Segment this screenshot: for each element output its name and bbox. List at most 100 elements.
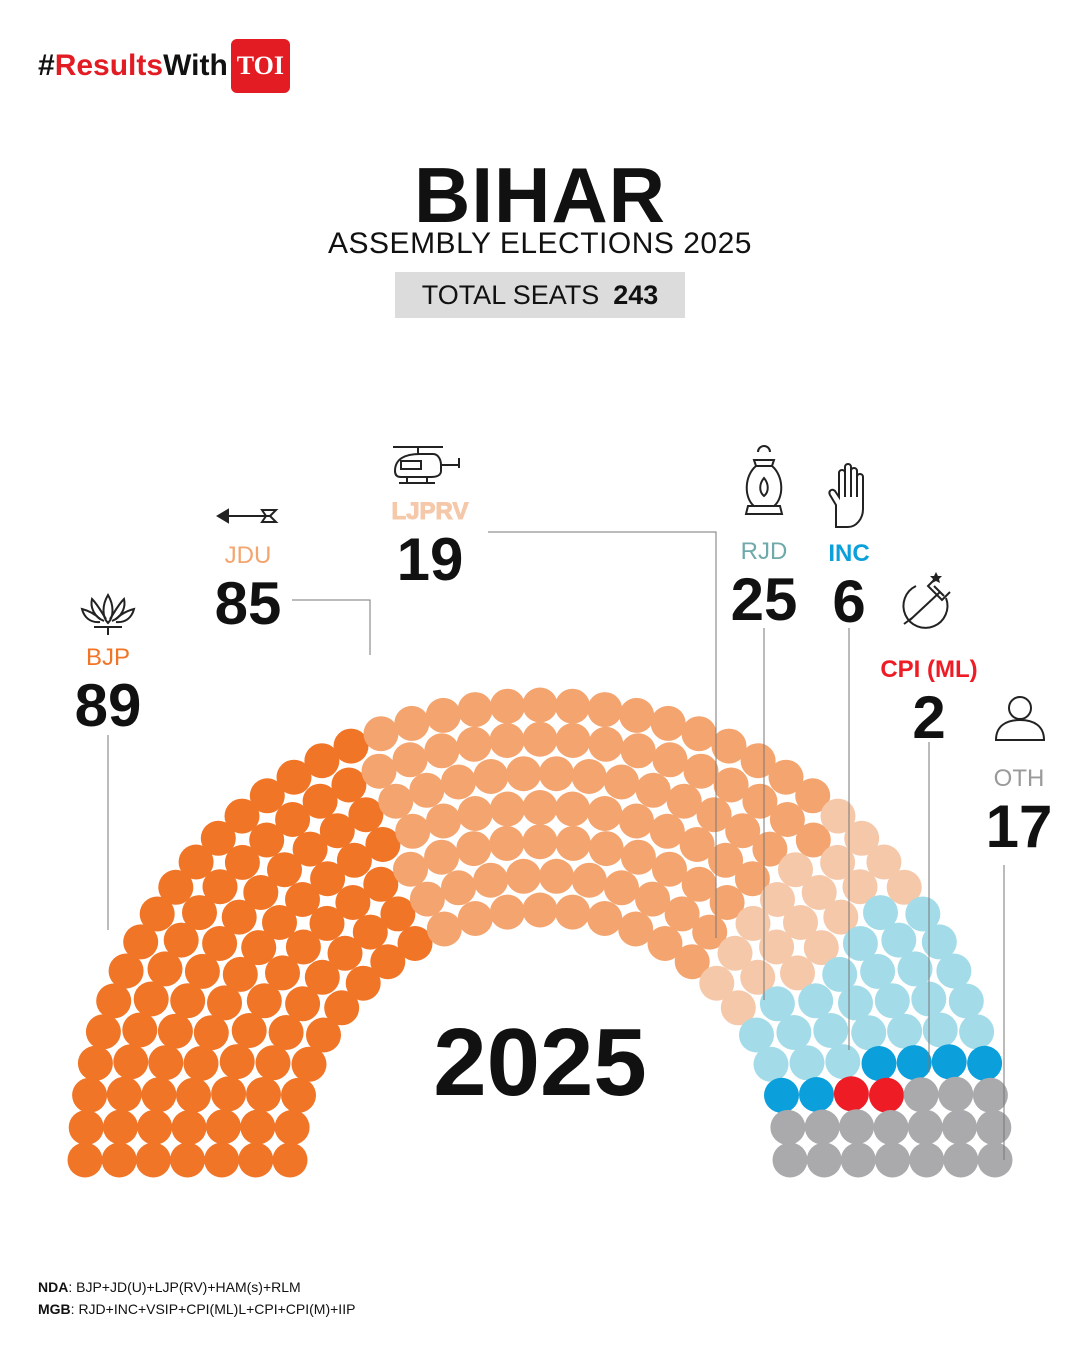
seat-bjp <box>304 743 340 779</box>
seat-oth <box>840 1142 876 1178</box>
leader-lines <box>107 531 1005 1160</box>
party-seats-jdu: 85 <box>214 570 282 637</box>
seat-bjp <box>200 820 236 856</box>
seat-jdu <box>571 862 607 898</box>
seat-jdu <box>473 862 509 898</box>
seat-jdu <box>490 791 525 827</box>
seat-oth <box>772 1142 808 1178</box>
seat-jdu <box>489 723 525 758</box>
seat-bjp <box>178 844 214 880</box>
seat-bjp <box>147 951 183 987</box>
seat-rjd <box>789 1045 825 1081</box>
seat-rjd <box>921 924 957 960</box>
seat-ljprv <box>740 959 776 995</box>
party-seats-oth: 17 <box>985 793 1053 860</box>
seat-bjp <box>163 922 199 958</box>
legend-nda: NDA: BJP+JD(U)+LJP(RV)+HAM(s)+RLM <box>38 1278 301 1296</box>
seat-jdu <box>604 764 639 800</box>
seat-bjp <box>327 935 363 971</box>
seat-inc <box>861 1046 897 1081</box>
seat-oth <box>806 1142 842 1178</box>
seat-bjp <box>171 1110 207 1145</box>
seat-jdu <box>681 716 717 752</box>
seat-rjd <box>959 1014 995 1050</box>
seat-bjp <box>224 798 260 834</box>
seat-oth <box>977 1142 1013 1178</box>
seat-oth <box>938 1076 974 1112</box>
party-label-inc: INC <box>828 540 870 567</box>
seat-jdu <box>769 802 805 837</box>
seat-bjp <box>310 861 346 897</box>
seat-ljprv <box>783 905 818 940</box>
seat-bjp <box>221 899 257 935</box>
seat-bjp <box>68 1110 104 1145</box>
seat-jdu <box>457 692 493 728</box>
seat-bjp <box>274 1109 310 1145</box>
seat-bjp <box>96 983 132 1019</box>
seat-inc <box>967 1045 1003 1081</box>
seat-bjp <box>249 822 285 858</box>
seat-ljprv <box>778 852 813 888</box>
seat-ljprv <box>803 930 839 966</box>
seat-bjp <box>285 929 321 965</box>
seat-jdu <box>587 692 623 728</box>
seat-ljprv <box>820 798 856 834</box>
results-with-toi-logo: # Results With TOI <box>38 38 290 94</box>
seat-bjp <box>363 866 399 902</box>
seat-jdu <box>725 813 761 849</box>
seat-bjp <box>219 1044 255 1080</box>
seat-cpiml <box>869 1077 904 1113</box>
with-text: With <box>163 49 228 82</box>
party-label-rjd: RJD <box>740 538 788 565</box>
seat-bjp <box>170 1142 205 1178</box>
seat-bjp <box>113 1044 149 1080</box>
seat-bjp <box>85 1014 121 1050</box>
seat-bjp <box>211 1076 247 1112</box>
seat-jdu <box>635 772 671 808</box>
helicopter-icon <box>393 446 460 484</box>
seat-bjp <box>336 842 372 878</box>
seat-bjp <box>243 875 279 910</box>
seat-bjp <box>224 844 260 880</box>
seat-bjp <box>240 1109 276 1145</box>
seat-jdu <box>604 870 639 906</box>
seat-jdu <box>555 791 590 827</box>
seat-bjp <box>348 797 384 833</box>
seat-dots <box>67 687 1013 1178</box>
seat-rjd <box>739 1017 774 1053</box>
seat-bjp <box>365 827 401 862</box>
seat-bjp <box>137 1109 173 1145</box>
seat-rjd <box>948 983 984 1019</box>
seat-bjp <box>158 869 194 905</box>
seat-jdu <box>555 688 590 724</box>
seat-jdu <box>708 842 744 878</box>
legend-nda-label: NDA <box>38 1279 69 1295</box>
seat-ljprv <box>866 844 902 880</box>
seat-ljprv <box>759 929 795 965</box>
seat-ljprv <box>886 869 922 905</box>
seat-jdu <box>456 831 492 867</box>
toi-logo: TOI <box>230 39 290 93</box>
seat-bjp <box>276 759 312 795</box>
seat-ljprv <box>801 875 837 910</box>
seat-rjd <box>776 1015 812 1050</box>
seat-jdu <box>555 723 591 758</box>
seat-bjp <box>67 1142 103 1178</box>
seat-bjp <box>370 944 406 980</box>
seat-bjp <box>141 1077 177 1113</box>
seat-bjp <box>77 1045 113 1081</box>
seat-jdu <box>620 839 656 875</box>
seat-rjd <box>798 983 834 1019</box>
seat-jdu <box>409 772 445 808</box>
seat-rjd <box>851 1015 887 1051</box>
seat-rjd <box>897 951 933 987</box>
seat-jdu <box>393 851 428 887</box>
seat-bjp <box>275 802 311 837</box>
seat-jdu <box>425 697 461 733</box>
seat-rjd <box>863 895 898 931</box>
seat-jdu <box>409 881 445 917</box>
total-seats-value: 243 <box>613 279 659 310</box>
seat-rjd <box>860 953 896 989</box>
seat-rjd <box>874 983 910 1019</box>
seat-rjd <box>922 1012 958 1048</box>
